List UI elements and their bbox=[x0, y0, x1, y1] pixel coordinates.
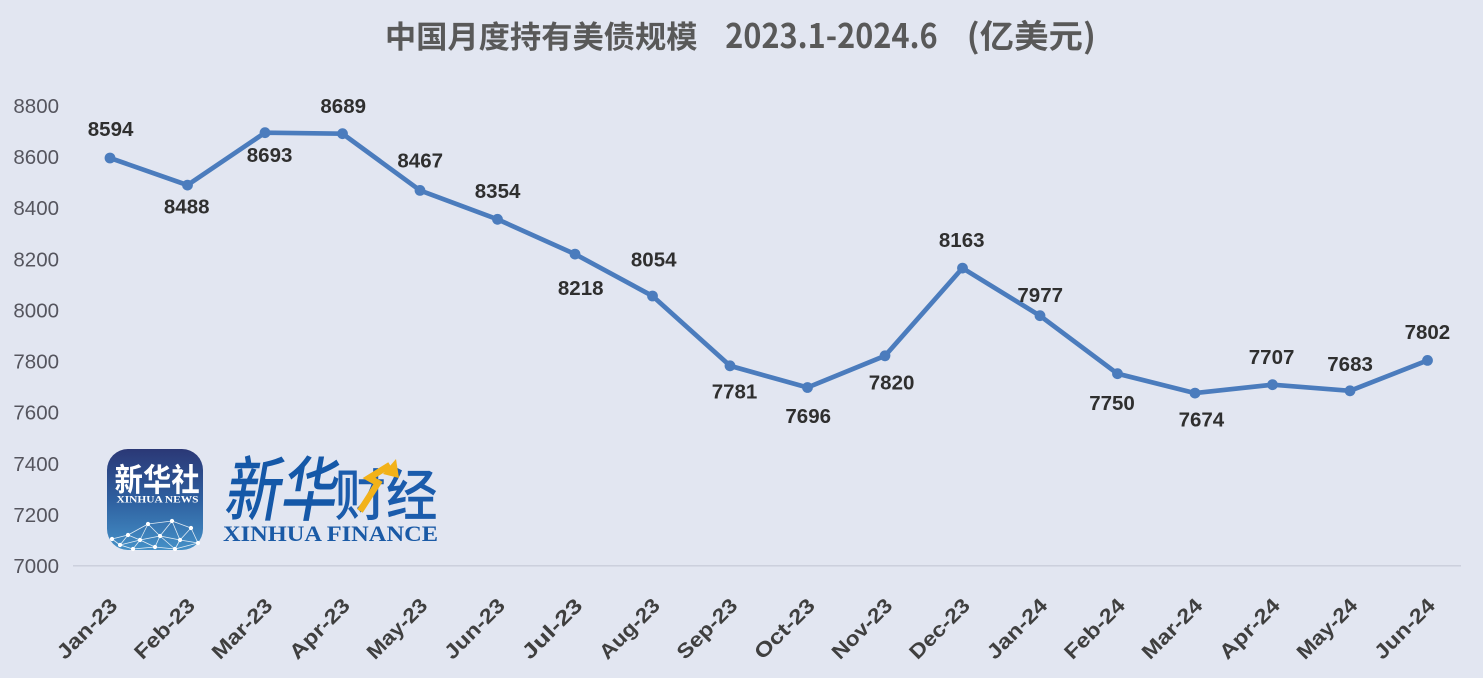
svg-text:8488: 8488 bbox=[164, 195, 210, 218]
svg-text:7750: 7750 bbox=[1089, 392, 1135, 415]
svg-text:XINHUA FINANCE: XINHUA FINANCE bbox=[223, 521, 438, 546]
svg-text:8000: 8000 bbox=[13, 300, 59, 323]
svg-text:8354: 8354 bbox=[475, 180, 521, 203]
svg-text:8218: 8218 bbox=[558, 277, 604, 300]
svg-text:8200: 8200 bbox=[13, 248, 59, 271]
svg-text:7674: 7674 bbox=[1179, 409, 1225, 432]
svg-text:8600: 8600 bbox=[13, 146, 59, 169]
svg-text:8689: 8689 bbox=[320, 95, 366, 118]
svg-text:7000: 7000 bbox=[13, 555, 59, 578]
svg-text:7400: 7400 bbox=[13, 453, 59, 476]
svg-text:7200: 7200 bbox=[13, 504, 59, 527]
svg-text:8467: 8467 bbox=[397, 150, 443, 173]
svg-text:7707: 7707 bbox=[1249, 346, 1295, 369]
svg-text:7800: 7800 bbox=[13, 351, 59, 374]
svg-text:7781: 7781 bbox=[712, 380, 758, 403]
svg-text:8400: 8400 bbox=[13, 197, 59, 220]
svg-text:8163: 8163 bbox=[939, 229, 985, 252]
svg-text:7977: 7977 bbox=[1017, 284, 1063, 307]
svg-text:7802: 7802 bbox=[1405, 321, 1451, 344]
svg-text:7683: 7683 bbox=[1327, 353, 1373, 376]
svg-text:8800: 8800 bbox=[13, 95, 59, 118]
svg-text:7696: 7696 bbox=[785, 405, 831, 428]
svg-text:8693: 8693 bbox=[247, 144, 293, 167]
svg-text:7820: 7820 bbox=[869, 372, 915, 395]
svg-text:XINHUA NEWS: XINHUA NEWS bbox=[117, 495, 199, 505]
svg-text:8594: 8594 bbox=[88, 118, 134, 141]
svg-text:8054: 8054 bbox=[631, 248, 677, 271]
svg-text:7600: 7600 bbox=[13, 402, 59, 425]
